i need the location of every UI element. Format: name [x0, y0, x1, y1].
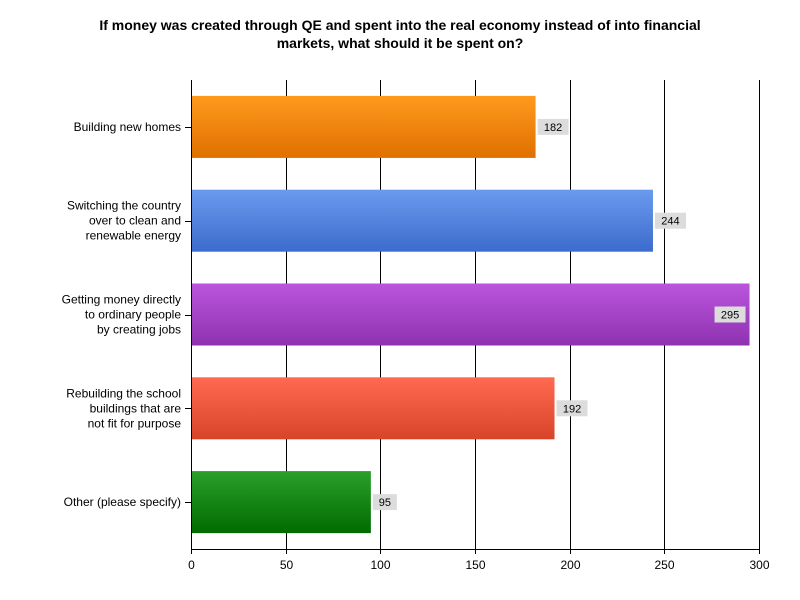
- data-label-bg: [556, 400, 588, 417]
- category-label: buildings that are: [90, 401, 182, 415]
- x-tick-label: 200: [560, 558, 580, 572]
- category-label: over to clean and: [89, 214, 181, 228]
- x-tick-label: 250: [654, 558, 674, 572]
- x-tick-label: 50: [280, 558, 294, 572]
- category-label: Rebuilding the school: [66, 386, 181, 400]
- chart-title-line-1: If money was created through QE and spen…: [99, 17, 701, 33]
- data-label-bg: [537, 118, 569, 135]
- category-label: Getting money directly: [62, 293, 181, 307]
- bar: [192, 283, 750, 346]
- data-label-bg: [372, 494, 397, 511]
- category-label: Building new homes: [74, 120, 181, 134]
- data-label: 244: [661, 216, 679, 228]
- category-label: Switching the country: [67, 199, 181, 213]
- data-label: 295: [721, 310, 739, 322]
- bar: [192, 95, 536, 158]
- bar: [192, 377, 555, 440]
- bar: [192, 189, 653, 252]
- data-label: 192: [563, 403, 581, 415]
- category-label: renewable energy: [86, 229, 181, 243]
- category-label: not fit for purpose: [88, 416, 182, 430]
- category-label: to ordinary people: [85, 308, 181, 322]
- chart-title-line-2: markets, what should it be spent on?: [276, 35, 524, 51]
- x-tick-label: 0: [188, 558, 195, 572]
- chart-title: If money was created through QE and spen…: [0, 16, 800, 52]
- bar: [192, 471, 371, 534]
- data-label-bg: [714, 306, 746, 323]
- category-label: Other (please specify): [64, 495, 181, 509]
- data-label-bg: [654, 212, 686, 229]
- x-tick-label: 300: [749, 558, 769, 572]
- x-tick-label: 150: [465, 558, 485, 572]
- data-label: 95: [379, 497, 391, 509]
- data-label: 182: [544, 122, 562, 134]
- category-label: by creating jobs: [97, 323, 181, 337]
- x-tick-label: 100: [370, 558, 390, 572]
